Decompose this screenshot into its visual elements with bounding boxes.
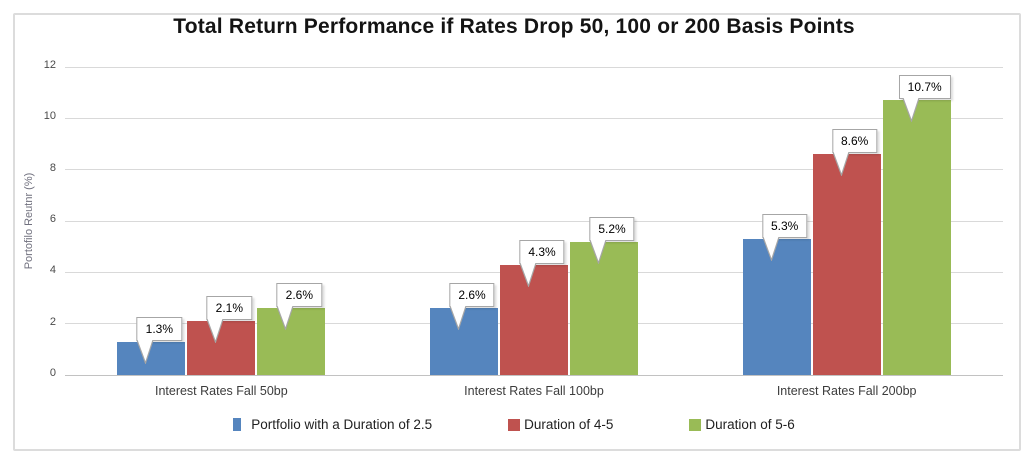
plot-area: 1.3% 2.1% 2.6% 2.6% 4.3% 5.2% 5.3% 8.6% 10.7% (65, 66, 1003, 376)
x-category-label: Interest Rates Fall 100bp (464, 384, 604, 398)
bar (430, 308, 498, 375)
gridline (65, 169, 1003, 171)
callout-tail (275, 306, 295, 332)
data-label-callout: 5.2% (589, 216, 635, 241)
callout-tail (448, 306, 468, 332)
data-label-callout: 2.6% (276, 283, 323, 308)
bar (882, 100, 951, 375)
y-tick-label: 2 (49, 315, 56, 328)
x-axis-line (65, 374, 1003, 376)
y-tick-label: 0 (49, 367, 56, 379)
data-label-callout: 10.7% (898, 75, 951, 100)
callout-tail (831, 152, 851, 178)
legend: Portfolio with a Duration of 2.5 Duration… (0, 417, 1028, 432)
data-label-callout: 8.6% (831, 129, 878, 154)
data-label-callout: 5.3% (761, 213, 808, 238)
y-tick-label: 8 (49, 161, 56, 174)
callout-tail (761, 236, 781, 262)
bar (187, 321, 256, 375)
x-category-label: Interest Rates Fall 200bp (776, 384, 917, 398)
bar (257, 308, 326, 375)
legend-marker (689, 418, 702, 431)
legend-label: Duration of 4-5 (524, 417, 614, 432)
legend-item: Duration of 5-6 (689, 417, 795, 432)
callout-tail (901, 98, 921, 124)
bar (570, 241, 638, 375)
gridline (65, 117, 1003, 119)
callout-tail (205, 318, 225, 344)
legend-label: Duration of 5-6 (705, 417, 795, 432)
data-label-callout: 1.3% (136, 316, 183, 341)
data-label-callout: 2.6% (449, 283, 495, 308)
bar (742, 238, 811, 375)
callout-tail (518, 262, 538, 288)
legend-marker (233, 418, 242, 431)
gridline (65, 220, 1003, 222)
data-label-callout: 4.3% (519, 239, 565, 264)
x-category-label: Interest Rates Fall 50bp (154, 384, 288, 398)
legend-label: Portfolio with a Duration of 2.5 (251, 417, 433, 432)
legend-item: Portfolio with a Duration of 2.5 (233, 417, 432, 432)
bar (500, 264, 568, 375)
chart-title: Total Return Performance if Rates Drop 5… (173, 15, 855, 38)
y-tick-label: 10 (43, 110, 56, 123)
callout-tail (588, 239, 608, 265)
y-tick-label: 4 (49, 264, 56, 277)
y-tick-label: 6 (49, 213, 56, 225)
data-label-callout: 2.1% (206, 296, 253, 321)
legend-item: Duration of 4-5 (508, 417, 613, 432)
legend-marker (508, 418, 521, 431)
gridline (65, 66, 1003, 68)
bar (812, 154, 881, 375)
y-tick-label: 12 (43, 59, 56, 71)
callout-tail (135, 339, 155, 365)
